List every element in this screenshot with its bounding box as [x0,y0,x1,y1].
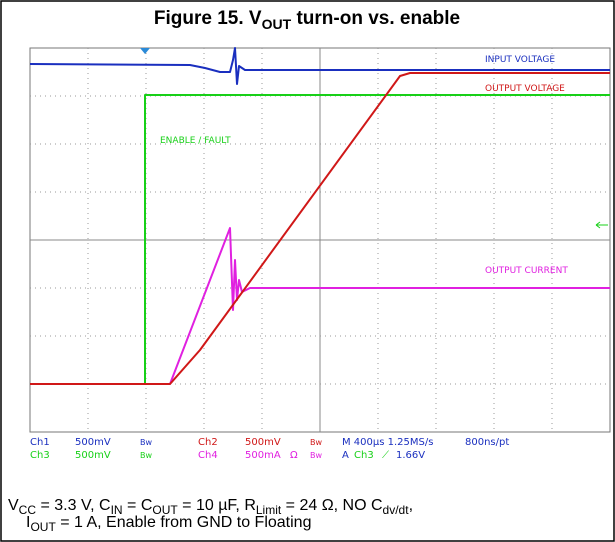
trace-label: OUTPUT CURRENT [485,266,568,276]
title-sub: OUT [262,16,292,32]
status-text: Ch3 [354,450,374,461]
caption-part: V [8,497,19,514]
status-text: Ch3 [30,450,50,461]
traces [29,47,610,385]
status-text: 500mV [75,437,111,448]
trace-label: OUTPUT VOLTAGE [485,84,565,94]
figure-title: Figure 15. VOUT turn-on vs. enable [154,8,460,32]
caption-sub: CC [19,503,37,517]
status-text: ⟋ [382,450,389,461]
caption-part: , [409,497,413,514]
status-text: M 400µs 1.25MS/s [342,437,433,448]
status-text: Bw [310,451,322,460]
status-text: Bw [310,438,322,447]
input-voltage-trace [29,47,610,85]
title-part: Figure 15. V [154,8,262,29]
caption-sub: Limit [256,503,282,517]
status-text: A [342,450,349,461]
status-bar: Ch1 500mV Bw Ch2 500mV Bw M 400µs 1.25MS… [30,437,509,461]
trace-labels: INPUT VOLTAGE OUTPUT VOLTAGE ENABLE / FA… [160,55,568,276]
status-text: Bw [140,451,152,460]
status-text: Bw [140,438,152,447]
status-text: Ω [290,450,298,461]
status-text: Ch4 [198,450,218,461]
status-text: 500mV [75,450,111,461]
current-trace [30,227,610,385]
caption-part: = C [123,497,153,514]
scope-screen [29,47,611,433]
caption-sub: OUT [152,503,178,517]
level-marker [595,221,608,229]
title-part: turn-on vs. enable [291,8,460,29]
caption-sub: OUT [30,520,56,534]
output-voltage-trace [30,72,610,385]
caption-part: = 1 A, Enable from GND to Floating [56,514,312,531]
status-text: Ch1 [30,437,50,448]
caption-line: IOUT = 1 A, Enable from GND to Floating [26,514,311,534]
trace-label: ENABLE / FAULT [160,136,231,146]
trigger-marker [140,48,150,54]
caption-sub: IN [111,503,123,517]
caption-part: = 24 Ω, NO C [281,497,382,514]
status-text: Ch2 [198,437,218,448]
trace-label: INPUT VOLTAGE [485,55,555,65]
status-text: 500mA [245,450,281,461]
caption-part: I [26,514,30,531]
caption-line: VCC = 3.3 V, CIN = COUT = 10 µF, RLimit … [8,497,413,517]
status-text: 800ns/pt [465,437,509,448]
caption-part: = 10 µF, R [178,497,256,514]
caption-sub: dv/dt [383,503,410,517]
caption-part: = 3.3 V, C [36,497,111,514]
status-text: 1.66V [396,450,425,461]
status-text: 500mV [245,437,281,448]
